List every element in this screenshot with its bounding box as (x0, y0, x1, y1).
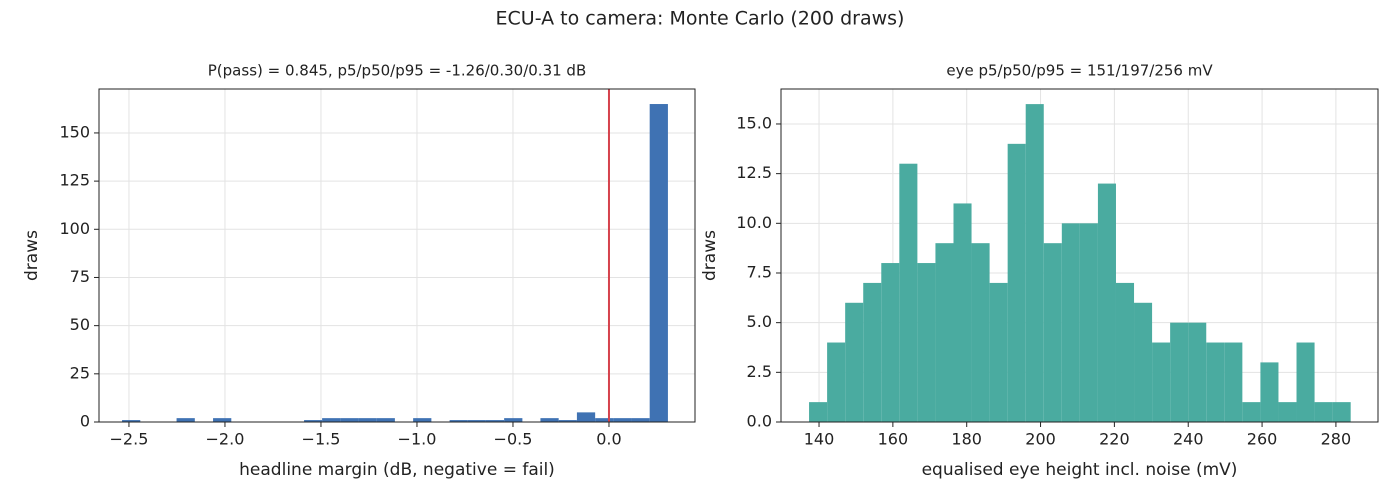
y-tick-label: 100 (59, 219, 90, 238)
histogram-bar (1296, 342, 1315, 422)
x-tick-label: 0.0 (596, 430, 621, 449)
histogram-bar (376, 418, 395, 422)
y-tick-label: 50 (70, 315, 90, 334)
y-tick-label: 7.5 (747, 262, 772, 281)
histogram-bar (540, 418, 559, 422)
y-tick-label: 25 (70, 363, 90, 382)
x-tick-label: 140 (804, 430, 835, 449)
y-tick-label: 0 (80, 412, 90, 431)
histogram-bar (935, 243, 954, 422)
histogram-bar (1188, 322, 1207, 422)
histogram-bar (809, 402, 828, 422)
histogram-bar (613, 418, 632, 422)
figure-title: ECU-A to camera: Monte Carlo (200 draws) (496, 8, 905, 30)
histogram-bar (1097, 183, 1116, 422)
y-tick-label: 12.5 (736, 163, 772, 182)
histogram-bar (504, 418, 523, 422)
histogram-bar (1278, 402, 1297, 422)
histogram-bar (1224, 342, 1243, 422)
histogram-bar (1134, 302, 1153, 422)
histogram-bar (1242, 402, 1261, 422)
x-tick-label: 240 (1173, 430, 1204, 449)
histogram-bar (322, 418, 341, 422)
histogram-bar (558, 420, 577, 422)
histogram-bar (449, 420, 468, 422)
x-tick-label: 280 (1321, 430, 1352, 449)
histogram-bar (1170, 322, 1189, 422)
chart-title: eye p5/p50/p95 = 151/197/256 mV (946, 62, 1213, 80)
histogram-bar (1079, 223, 1098, 422)
histogram-bar (467, 420, 486, 422)
histogram-bar (989, 282, 1008, 422)
y-tick-label: 2.5 (747, 362, 772, 381)
x-tick-label: −2.5 (110, 430, 149, 449)
y-tick-label: 0.0 (747, 412, 772, 431)
histogram-bar (213, 418, 232, 422)
histogram-bar (1061, 223, 1080, 422)
histogram-bar (1025, 104, 1044, 423)
x-tick-label: 220 (1099, 430, 1130, 449)
histogram-bar (827, 342, 846, 422)
x-tick-label: 160 (878, 430, 909, 449)
histogram-bar (953, 203, 972, 422)
x-tick-label: −1.0 (398, 430, 437, 449)
x-tick-label: −2.0 (206, 430, 245, 449)
histogram-bar (899, 163, 918, 422)
histogram-bar (971, 243, 990, 422)
y-tick-label: 75 (70, 267, 90, 286)
y-axis-label: draws (22, 230, 42, 281)
histogram-bar (917, 263, 936, 422)
y-axis-label: draws (700, 230, 720, 281)
histogram-bar (845, 302, 864, 422)
histogram-bar (576, 412, 596, 422)
y-tick-label: 150 (59, 122, 90, 141)
axes-frame (98, 88, 696, 423)
histogram-bar (485, 420, 505, 422)
x-tick-label: 260 (1247, 430, 1278, 449)
histogram-bar (595, 418, 614, 422)
x-axis-label: headline margin (dB, negative = fail) (239, 460, 555, 480)
histogram-bar (1332, 402, 1351, 422)
histogram-bar (340, 418, 359, 422)
histogram-bar (358, 418, 377, 422)
histogram-bar (1260, 362, 1279, 422)
histogram-bar (649, 104, 668, 422)
x-tick-label: −1.5 (302, 430, 341, 449)
histogram-bar (413, 418, 432, 422)
histogram-bar (1314, 402, 1333, 422)
y-tick-label: 10.0 (736, 213, 772, 232)
histogram-bar (881, 263, 900, 422)
histogram-bar (1152, 342, 1171, 422)
histogram-bar (176, 418, 195, 422)
chart-title: P(pass) = 0.845, p5/p50/p95 = -1.26/0.30… (208, 62, 586, 80)
histogram-bar (863, 282, 882, 422)
x-tick-label: −0.5 (494, 430, 533, 449)
histogram-bar (1043, 243, 1062, 422)
histogram-bar (1115, 282, 1135, 422)
histogram-bar (631, 418, 650, 422)
y-tick-label: 15.0 (736, 113, 772, 132)
histogram-bar (1206, 342, 1225, 422)
histogram-bar (122, 420, 141, 422)
histogram-bar (1007, 143, 1026, 422)
y-tick-label: 5.0 (747, 312, 772, 331)
axes-frame (780, 88, 1379, 423)
y-tick-label: 125 (59, 171, 90, 190)
histogram-bar (304, 420, 323, 422)
x-tick-label: 180 (951, 430, 982, 449)
x-tick-label: 200 (1025, 430, 1056, 449)
x-axis-label: equalised eye height incl. noise (mV) (922, 460, 1238, 480)
